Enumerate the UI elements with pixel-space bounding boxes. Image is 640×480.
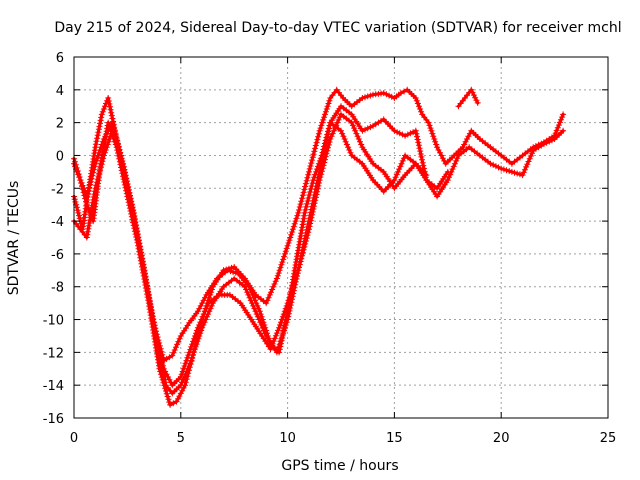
- series-layer: [71, 86, 567, 408]
- series-track-4: [71, 111, 430, 389]
- y-tick-label: 2: [56, 117, 64, 132]
- x-tick-label: 15: [386, 431, 403, 446]
- series-markers: [71, 86, 567, 397]
- x-tick-label: 10: [279, 431, 296, 446]
- grid-layer: [74, 57, 608, 418]
- chart-title: Day 215 of 2024, Sidereal Day-to-day VTE…: [54, 20, 621, 36]
- y-tick-label: -12: [43, 346, 64, 361]
- series-line: [72, 104, 565, 407]
- y-tick-label: -16: [43, 412, 64, 427]
- y-tick-label: 0: [56, 149, 64, 164]
- tick-labels-layer: 0 5 10 15 20 25 -16 -14 -12 -10 -8 -6 -4 -2 0 2 4 6: [43, 51, 617, 446]
- y-axis-label: SDTVAR / TECUs: [6, 181, 22, 296]
- series-line: [456, 88, 480, 108]
- ticks-layer: [73, 56, 609, 419]
- series-track-5: [455, 86, 481, 110]
- x-tick-label: 0: [70, 431, 78, 446]
- x-tick-label: 20: [493, 431, 510, 446]
- x-tick-label: 25: [600, 431, 617, 446]
- plot-frame: [73, 56, 609, 419]
- y-tick-label: -10: [43, 314, 64, 329]
- series-track-1: [71, 86, 567, 397]
- y-tick-label: -14: [43, 379, 64, 394]
- x-axis-label: GPS time / hours: [281, 458, 398, 474]
- y-tick-label: -2: [51, 182, 64, 197]
- series-markers: [71, 111, 430, 389]
- series-markers: [455, 86, 481, 110]
- y-tick-label: 6: [56, 51, 64, 66]
- y-tick-label: -8: [51, 281, 64, 296]
- y-tick-label: 4: [56, 84, 64, 99]
- x-tick-label: 5: [177, 431, 185, 446]
- y-tick-label: -6: [51, 248, 64, 263]
- y-tick-label: -4: [51, 215, 64, 230]
